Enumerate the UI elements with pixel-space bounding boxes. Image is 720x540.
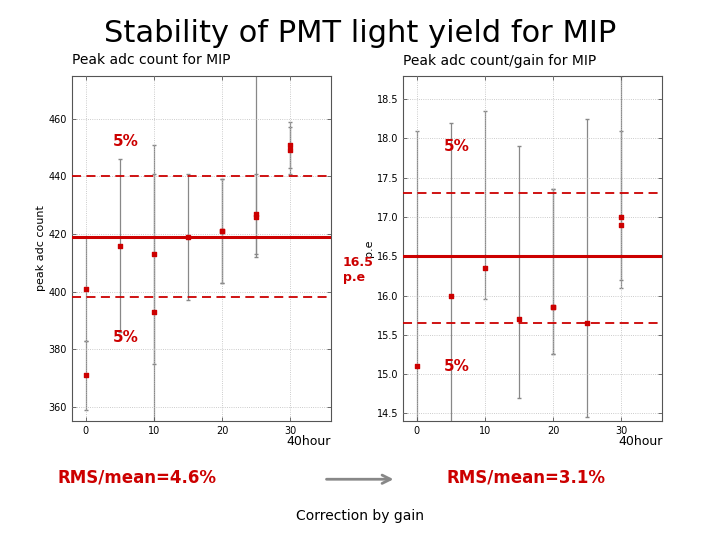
Text: RMS/mean=4.6%: RMS/mean=4.6% <box>58 469 216 487</box>
Text: 5%: 5% <box>444 359 470 374</box>
Text: 40hour: 40hour <box>618 435 662 448</box>
Point <box>114 241 125 250</box>
Point <box>547 303 559 312</box>
Point <box>616 213 627 221</box>
Point <box>411 362 423 370</box>
Point <box>148 307 160 316</box>
Y-axis label: p.e: p.e <box>364 240 374 257</box>
Point <box>182 233 194 241</box>
Point <box>445 291 456 300</box>
Point <box>251 210 262 218</box>
Text: 40hour: 40hour <box>287 435 331 448</box>
Point <box>582 319 593 327</box>
Text: Correction by gain: Correction by gain <box>296 509 424 523</box>
Text: 5%: 5% <box>113 134 139 150</box>
Text: Stability of PMT light yield for MIP: Stability of PMT light yield for MIP <box>104 19 616 48</box>
Text: 16.5
p.e: 16.5 p.e <box>343 255 374 285</box>
Point <box>80 285 91 293</box>
Point <box>216 227 228 235</box>
Point <box>148 250 160 259</box>
Point <box>284 140 296 149</box>
Point <box>80 371 91 380</box>
Point <box>616 220 627 229</box>
Point <box>547 303 559 312</box>
Text: 5%: 5% <box>444 139 470 154</box>
Text: 5%: 5% <box>113 330 139 345</box>
Point <box>216 227 228 235</box>
Text: Peak adc count for MIP: Peak adc count for MIP <box>72 53 230 68</box>
Point <box>480 264 491 272</box>
Point <box>513 315 525 323</box>
Text: Peak adc count/gain for MIP: Peak adc count/gain for MIP <box>403 53 596 68</box>
Y-axis label: peak adc count: peak adc count <box>36 205 46 292</box>
Point <box>251 212 262 221</box>
Text: RMS/mean=3.1%: RMS/mean=3.1% <box>446 469 605 487</box>
Point <box>284 146 296 155</box>
